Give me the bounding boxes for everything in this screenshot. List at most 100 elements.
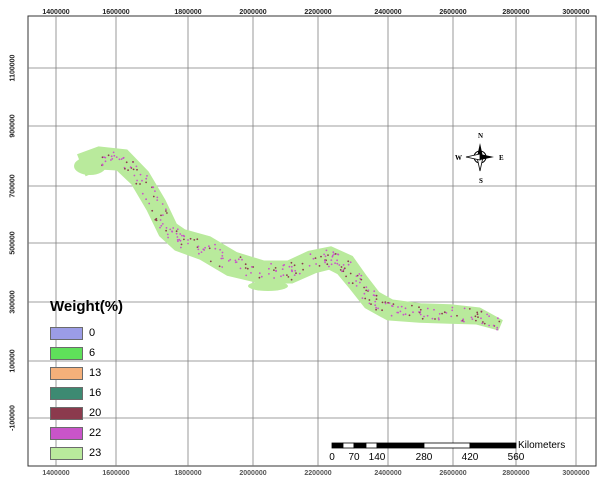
x-tick-bottom: 2600000: [439, 470, 467, 477]
legend-item: 23: [50, 443, 123, 463]
weight-speckle: [445, 312, 448, 314]
weight-speckle: [309, 253, 312, 256]
weight-speckle: [375, 298, 378, 300]
weight-speckle: [418, 306, 420, 309]
weight-speckle: [384, 302, 387, 305]
y-tick: 900000: [9, 114, 17, 138]
weight-speckle: [360, 274, 363, 277]
weight-speckle: [474, 315, 477, 318]
weight-speckle: [359, 281, 361, 284]
weight-speckle: [360, 278, 363, 281]
weight-speckle: [183, 235, 186, 238]
legend-label: 13: [89, 367, 102, 379]
weight-speckle: [132, 168, 135, 171]
weight-speckle: [443, 311, 446, 314]
weight-speckle: [315, 263, 317, 265]
legend-label: 16: [89, 387, 102, 399]
weight-speckle: [218, 265, 221, 268]
weight-speckle: [364, 297, 367, 300]
legend-label: 20: [89, 407, 102, 419]
scale-bar-segment: [469, 442, 517, 449]
x-tick-bottom: 2800000: [502, 470, 530, 477]
x-tick-top: 2400000: [374, 9, 402, 16]
weight-speckle: [349, 261, 352, 264]
weight-speckle: [404, 313, 407, 316]
weight-speckle: [221, 266, 224, 268]
weight-speckle: [219, 248, 222, 251]
weight-speckle: [339, 269, 342, 271]
weight-speckle: [426, 314, 429, 317]
weight-speckle: [280, 275, 282, 278]
x-tick-bottom: 1400000: [42, 470, 70, 477]
weight-speckle: [151, 209, 154, 212]
compass-point-east: [480, 154, 494, 160]
weight-speckle: [203, 249, 206, 251]
weight-speckle: [331, 254, 334, 257]
weight-speckle: [451, 306, 454, 309]
weight-speckle: [323, 253, 325, 256]
weight-speckle: [468, 308, 471, 310]
weight-speckle: [118, 158, 121, 161]
legend-label: 22: [89, 427, 102, 439]
weight-speckle: [239, 256, 242, 258]
weight-speckle: [234, 259, 237, 262]
scale-bar: [331, 442, 517, 449]
legend-swatch: [50, 426, 83, 440]
weight-speckle: [334, 253, 337, 255]
weight-speckle: [298, 272, 301, 275]
weight-speckle: [110, 159, 112, 161]
weight-speckle: [141, 179, 143, 182]
weight-speckle: [209, 260, 212, 263]
weight-speckle: [337, 253, 339, 256]
weight-speckle: [290, 278, 293, 281]
weight-speckle: [374, 300, 377, 303]
weight-speckle: [148, 202, 151, 205]
weight-speckle: [246, 267, 249, 270]
weight-speckle: [295, 272, 297, 275]
weight-speckle: [136, 179, 139, 182]
weight-speckle: [244, 267, 247, 269]
x-tick-bottom: 2000000: [239, 470, 267, 477]
weight-speckle: [412, 311, 414, 314]
zone-lobe-south: [248, 281, 288, 291]
weight-speckle: [481, 322, 484, 325]
weight-speckle: [180, 243, 183, 246]
weight-speckle: [330, 263, 333, 266]
weight-speckle: [127, 169, 129, 172]
weight-speckle: [172, 227, 175, 229]
weight-speckle: [408, 314, 411, 317]
weight-speckle: [124, 167, 126, 170]
legend-label: 6: [89, 347, 96, 359]
weight-speckle: [136, 168, 138, 171]
weight-speckle: [441, 312, 443, 315]
legend-swatch: [50, 386, 83, 400]
weight-speckle: [463, 320, 465, 323]
weight-speckle: [488, 315, 490, 318]
weight-speckle: [431, 317, 434, 320]
compass-east-label: E: [499, 154, 504, 162]
weight-speckle: [283, 264, 286, 266]
scale-unit-label: Kilometers: [518, 440, 566, 451]
y-tick: 500000: [9, 231, 17, 255]
weight-speckle: [245, 274, 248, 277]
weight-speckle: [342, 270, 345, 273]
weight-speckle: [419, 313, 422, 316]
weight-speckle: [341, 270, 343, 273]
weight-speckle: [497, 317, 499, 320]
weight-speckle: [189, 237, 192, 240]
weight-speckle: [268, 273, 270, 275]
legend-title: Weight(%): [50, 298, 124, 315]
weight-speckle: [381, 309, 383, 312]
weight-speckle: [187, 239, 189, 241]
weight-speckle: [496, 328, 498, 331]
weight-speckle: [351, 282, 354, 285]
weight-speckle: [180, 246, 182, 249]
weight-speckle: [477, 316, 479, 318]
legend-item: 16: [50, 383, 123, 403]
weight-speckle: [268, 267, 270, 270]
weight-speckle: [183, 238, 185, 241]
weight-speckle: [160, 214, 162, 217]
scale-bar-segment: [353, 442, 367, 449]
weight-speckle: [161, 223, 164, 225]
